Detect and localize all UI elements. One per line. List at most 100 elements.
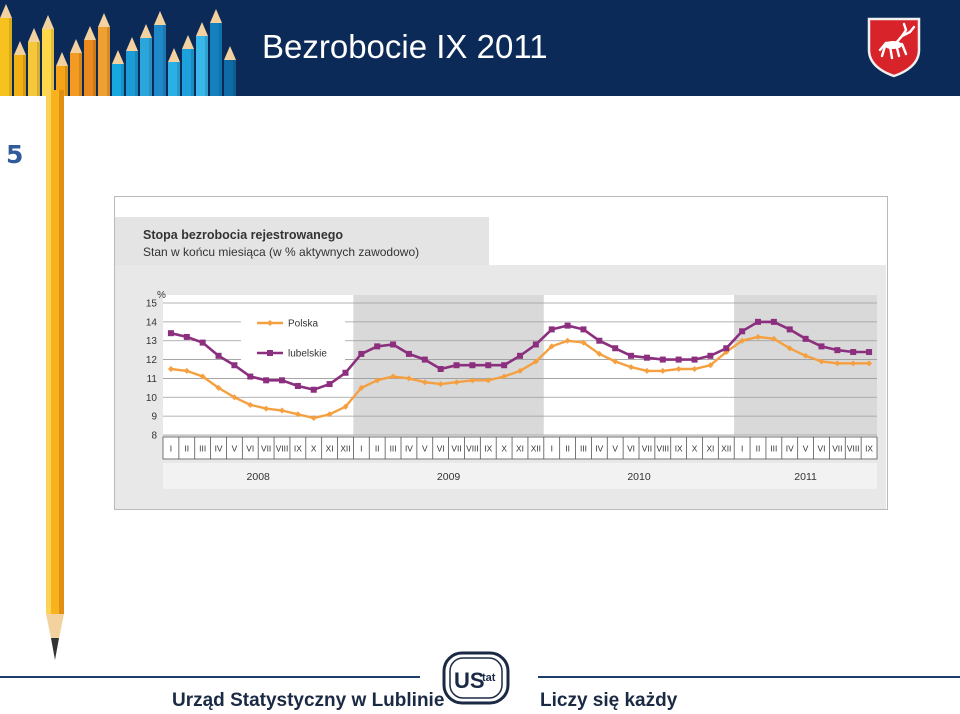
data-point [532, 358, 539, 365]
data-point [770, 335, 777, 342]
pencil-icon [126, 37, 138, 96]
data-point [215, 352, 222, 359]
x-tick-label: VI [627, 444, 635, 454]
x-tick-label: V [232, 444, 238, 454]
x-tick-label: III [580, 444, 587, 454]
data-point [390, 341, 397, 348]
data-point [310, 386, 317, 393]
data-point [643, 367, 650, 374]
x-tick-label: III [199, 444, 206, 454]
data-point [247, 401, 254, 408]
data-point [358, 350, 365, 357]
y-tick-label: 14 [146, 317, 158, 328]
slide-number: 5 [6, 140, 24, 169]
series-polska [167, 333, 873, 422]
year-band [543, 295, 735, 435]
data-point [501, 362, 508, 369]
x-tick-label: I [360, 444, 362, 454]
x-tick-label: X [692, 444, 698, 454]
footer-office-name: Urząd Statystyczny w Lublinie [172, 690, 445, 711]
y-tick-label: 9 [151, 412, 157, 423]
decorative-pencils-icon [0, 4, 236, 96]
pencil-icon [196, 22, 208, 96]
x-tick-label: IX [294, 444, 302, 454]
data-point [263, 405, 270, 412]
x-tick-label: VIII [657, 444, 670, 454]
data-point [517, 367, 523, 374]
data-point [755, 318, 761, 325]
data-point [469, 377, 476, 384]
data-point [707, 362, 714, 369]
data-point [390, 373, 397, 380]
data-point [231, 362, 238, 369]
pencil-icon [210, 9, 222, 96]
svg-text:US: US [454, 668, 485, 693]
data-point [739, 328, 746, 335]
data-point [866, 360, 873, 367]
legend-item: lubelskie [257, 349, 327, 360]
data-point [691, 356, 698, 363]
x-tick-label: IX [675, 444, 683, 454]
pencil-icon [140, 24, 152, 96]
unemployment-chart: Stopa bezrobocia rejestrowanego Stan w k… [115, 217, 886, 509]
data-point [802, 352, 809, 359]
x-tick-label: I [741, 444, 743, 454]
data-point [199, 373, 206, 380]
data-point [580, 339, 587, 346]
data-point [437, 381, 444, 388]
lubelskie-crest-icon [867, 17, 921, 78]
year-band [734, 295, 877, 435]
data-point [707, 352, 714, 359]
x-tick-label: IX [865, 444, 873, 454]
legend-label: Polska [288, 319, 318, 330]
data-point [405, 350, 412, 357]
data-point [802, 335, 809, 342]
x-tick-label: VI [246, 444, 254, 454]
pencil-icon [70, 39, 82, 96]
data-point [834, 347, 841, 354]
data-point [596, 350, 603, 357]
data-point [501, 373, 508, 380]
x-tick-label: VIII [466, 444, 479, 454]
pencil-icon [14, 41, 26, 96]
pencil-icon [46, 90, 64, 660]
x-tick-label: VII [451, 444, 461, 454]
pencil-icon [42, 15, 54, 96]
data-point [755, 333, 761, 340]
data-point [628, 364, 635, 371]
data-point [263, 377, 270, 384]
data-point [183, 333, 190, 340]
data-point [469, 362, 476, 369]
data-point [294, 411, 301, 418]
x-tick-label: VII [642, 444, 652, 454]
chart-image: Stopa bezrobocia rejestrowanego Stan w k… [114, 196, 888, 510]
pencil-icon [28, 28, 40, 96]
x-tick-label: X [311, 444, 317, 454]
data-point [818, 343, 825, 350]
x-tick-label: XI [516, 444, 524, 454]
pencil-icon [224, 46, 236, 96]
data-point [659, 367, 666, 374]
y-tick-label: 8 [151, 431, 157, 442]
pencil-icon [98, 13, 110, 96]
x-tick-label: VIII [276, 444, 289, 454]
pencil-icon [182, 35, 194, 96]
data-point [215, 384, 222, 391]
data-point [485, 377, 492, 384]
ustat-logo-icon: US tat [442, 651, 510, 705]
data-point [437, 366, 444, 372]
data-point [659, 356, 666, 363]
x-tick-label: I [170, 444, 172, 454]
footer-divider [0, 676, 420, 678]
x-tick-label: XII [531, 444, 541, 454]
data-point [421, 379, 428, 386]
data-point [643, 354, 650, 361]
y-tick-label: 15 [146, 299, 158, 310]
data-point [564, 337, 571, 344]
x-tick-label: II [184, 444, 189, 454]
legend-label: lubelskie [288, 349, 327, 360]
data-point [485, 362, 492, 369]
data-point [786, 326, 793, 333]
data-point [786, 345, 793, 352]
x-tick-label: XI [706, 444, 714, 454]
